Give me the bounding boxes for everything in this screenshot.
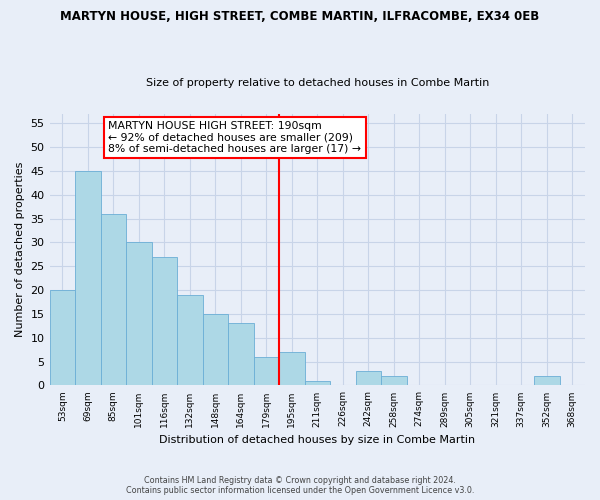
Bar xyxy=(305,380,330,386)
Bar xyxy=(126,242,152,386)
Bar xyxy=(177,295,203,386)
Bar xyxy=(228,324,254,386)
Text: Contains HM Land Registry data © Crown copyright and database right 2024.
Contai: Contains HM Land Registry data © Crown c… xyxy=(126,476,474,495)
Bar xyxy=(203,314,228,386)
Bar xyxy=(50,290,75,386)
Bar xyxy=(356,371,381,386)
Bar xyxy=(101,214,126,386)
Text: MARTYN HOUSE, HIGH STREET, COMBE MARTIN, ILFRACOMBE, EX34 0EB: MARTYN HOUSE, HIGH STREET, COMBE MARTIN,… xyxy=(61,10,539,23)
Bar xyxy=(152,257,177,386)
Bar xyxy=(381,376,407,386)
Bar xyxy=(279,352,305,386)
Y-axis label: Number of detached properties: Number of detached properties xyxy=(15,162,25,338)
Bar xyxy=(534,376,560,386)
Bar xyxy=(254,357,279,386)
Text: MARTYN HOUSE HIGH STREET: 190sqm
← 92% of detached houses are smaller (209)
8% o: MARTYN HOUSE HIGH STREET: 190sqm ← 92% o… xyxy=(108,121,361,154)
Bar xyxy=(75,171,101,386)
Title: Size of property relative to detached houses in Combe Martin: Size of property relative to detached ho… xyxy=(146,78,489,88)
X-axis label: Distribution of detached houses by size in Combe Martin: Distribution of detached houses by size … xyxy=(159,435,475,445)
